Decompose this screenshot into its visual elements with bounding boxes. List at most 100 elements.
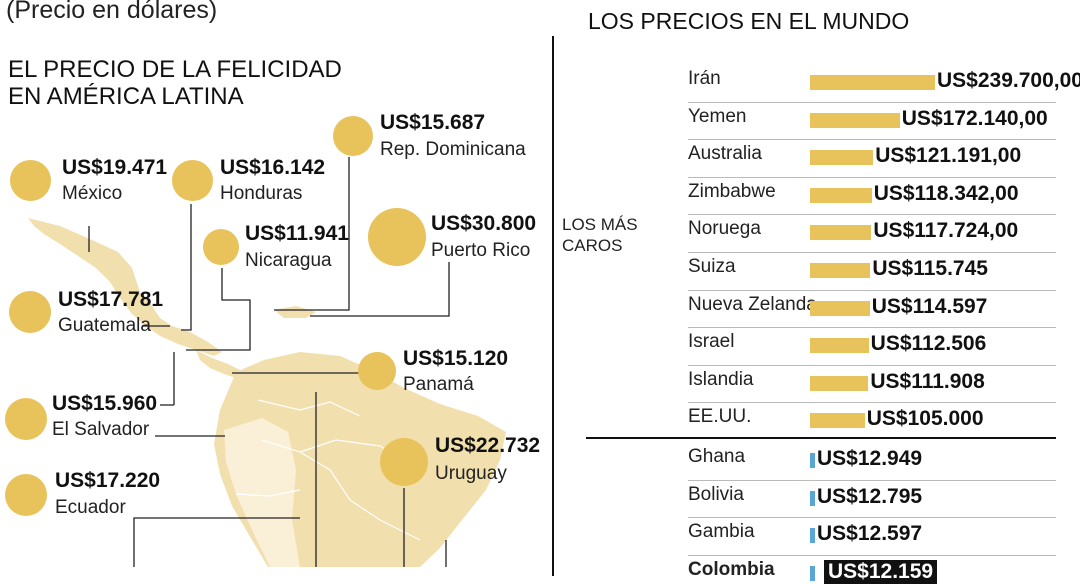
country-label: Australia bbox=[688, 143, 762, 165]
bar bbox=[810, 225, 872, 241]
cheap-group-divider bbox=[586, 437, 1056, 439]
latam-country: Nicaragua bbox=[245, 250, 332, 271]
latam-value: US$22.732 bbox=[435, 434, 541, 457]
latam-country: Uruguay bbox=[435, 463, 507, 484]
latam-bubble bbox=[5, 398, 47, 440]
latam-bubble bbox=[368, 208, 426, 266]
latam-value: US$16.142 bbox=[220, 156, 326, 179]
bar-value-label: US$12.795 bbox=[817, 484, 923, 508]
bar-value-label: US$111.908 bbox=[870, 369, 985, 393]
bar-value-label: US$12.159 bbox=[824, 559, 938, 584]
bar bbox=[810, 453, 815, 468]
latam-value: US$17.220 bbox=[55, 469, 161, 492]
chart-subtitle: (Precio en dólares) bbox=[6, 0, 218, 24]
country-label: Suiza bbox=[688, 256, 736, 277]
world-title: LOS PRECIOS EN EL MUNDO bbox=[588, 8, 910, 34]
expensive-group-label: LOS MÁS CAROS bbox=[562, 214, 638, 256]
bar-value-label: US$105.000 bbox=[866, 407, 984, 431]
latam-value: US$15.120 bbox=[403, 347, 509, 370]
bar-value-label: US$121.191,00 bbox=[875, 144, 1022, 168]
latam-bubble bbox=[10, 160, 51, 201]
row-separator bbox=[688, 139, 1056, 141]
latam-bubble bbox=[203, 229, 239, 265]
latam-value: US$15.687 bbox=[380, 111, 486, 134]
latam-value: US$15.960 bbox=[52, 392, 158, 415]
latam-bubble bbox=[333, 116, 373, 156]
bar bbox=[810, 75, 935, 90]
country-label: Colombia bbox=[688, 558, 775, 580]
latam-country: Rep. Dominicana bbox=[380, 139, 526, 160]
bar bbox=[810, 300, 870, 316]
row-separator bbox=[688, 327, 1056, 329]
country-label: Irán bbox=[688, 68, 721, 89]
country-label: Yemen bbox=[688, 105, 747, 127]
bar bbox=[810, 375, 869, 391]
bar-value-label: US$114.597 bbox=[871, 294, 988, 318]
bar-value-label: US$239.700,00 bbox=[937, 69, 1080, 92]
country-label: Zimbabwe bbox=[688, 180, 776, 202]
bar bbox=[810, 565, 815, 581]
bar bbox=[810, 338, 869, 354]
latam-value: US$19.471 bbox=[62, 156, 168, 179]
latam-map bbox=[28, 157, 506, 567]
latam-country: El Salvador bbox=[52, 419, 150, 440]
bar bbox=[810, 150, 874, 166]
latam-title-line2: EN AMÉRICA LATINA bbox=[8, 83, 244, 110]
country-label: Nueva Zelanda bbox=[688, 293, 817, 315]
country-label: Gambia bbox=[688, 521, 755, 543]
row-separator bbox=[688, 289, 1056, 291]
bar bbox=[810, 187, 872, 203]
row-separator bbox=[688, 101, 1056, 103]
latam-country: México bbox=[62, 183, 123, 204]
country-label: Ghana bbox=[688, 446, 746, 467]
latam-title-line1: EL PRECIO DE LA FELICIDAD bbox=[8, 56, 342, 83]
country-label: EE.UU. bbox=[688, 406, 752, 428]
latam-country: Puerto Rico bbox=[431, 240, 531, 261]
mexico-shape bbox=[28, 218, 222, 356]
bar bbox=[810, 490, 815, 506]
bar-value-label: US$115.745 bbox=[872, 257, 988, 280]
row-separator bbox=[688, 517, 1056, 519]
central-america-shape bbox=[196, 350, 240, 378]
caribbean-shape bbox=[274, 306, 316, 318]
country-label: Bolivia bbox=[688, 483, 744, 505]
andes-shape bbox=[224, 418, 300, 567]
bar-value-label: US$172.140,00 bbox=[901, 106, 1048, 130]
latam-value: US$17.781 bbox=[58, 288, 164, 311]
row-separator bbox=[688, 252, 1056, 253]
country-label: Israel bbox=[688, 331, 735, 353]
bar bbox=[810, 112, 900, 128]
row-separator bbox=[688, 176, 1056, 178]
latam-bubble bbox=[172, 160, 213, 201]
row-separator bbox=[688, 364, 1056, 366]
row-separator bbox=[688, 402, 1056, 404]
bar bbox=[810, 413, 865, 429]
leader-lines bbox=[88, 157, 450, 567]
bar-value-label: US$117.724,00 bbox=[873, 219, 1019, 243]
latam-country: Guatemala bbox=[58, 315, 151, 336]
latam-bubble bbox=[9, 291, 51, 333]
bar bbox=[810, 263, 871, 278]
latam-bubble bbox=[5, 474, 47, 516]
bar-value-label: US$12.597 bbox=[817, 522, 923, 546]
row-separator bbox=[688, 479, 1056, 481]
group-label-line1: LOS MÁS bbox=[562, 215, 638, 234]
country-label: Noruega bbox=[688, 218, 761, 240]
latam-value: US$30.800 bbox=[431, 212, 537, 235]
latam-country: Honduras bbox=[220, 183, 303, 204]
bar bbox=[810, 528, 815, 544]
row-separator bbox=[688, 554, 1056, 556]
bar-value-label: US$112.506 bbox=[870, 332, 987, 356]
bar-value-label: US$12.949 bbox=[817, 447, 923, 470]
latam-bubble bbox=[380, 438, 428, 486]
latam-country: Panamá bbox=[403, 374, 474, 395]
country-label: Islandia bbox=[688, 368, 754, 390]
row-separator bbox=[688, 214, 1056, 216]
latam-value: US$11.941 bbox=[245, 222, 349, 245]
latam-bubble bbox=[358, 352, 396, 390]
bar-value-label: US$118.342,00 bbox=[873, 181, 1019, 205]
group-label-line2: CAROS bbox=[562, 236, 623, 255]
latam-country: Ecuador bbox=[55, 497, 126, 518]
column-divider bbox=[552, 36, 554, 576]
latam-title: EL PRECIO DE LA FELICIDAD EN AMÉRICA LAT… bbox=[8, 56, 342, 110]
